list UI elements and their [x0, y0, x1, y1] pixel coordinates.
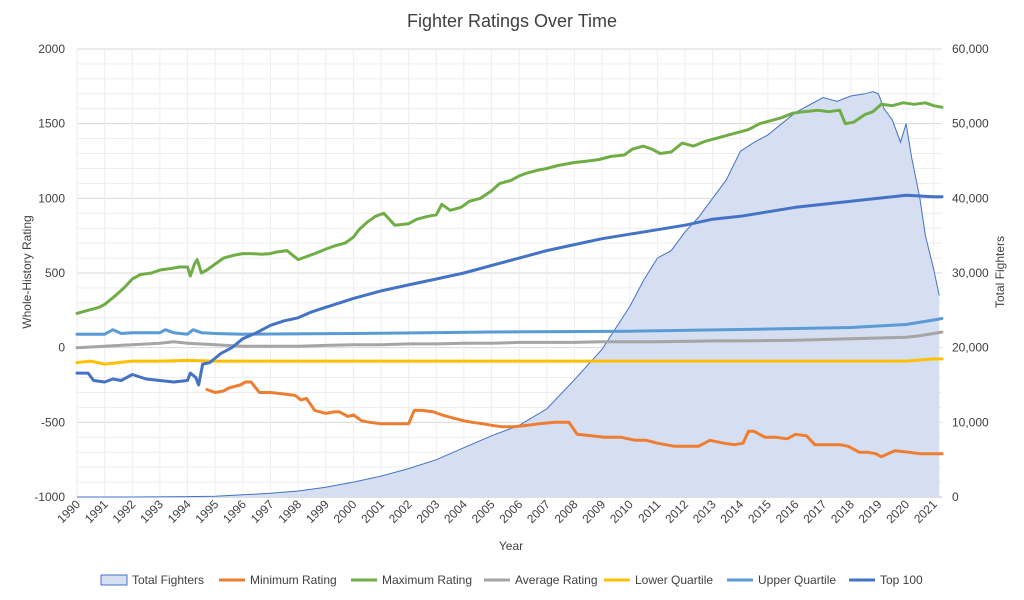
- line-layer: [75, 101, 944, 459]
- series-line-lower-quartile: [75, 357, 944, 366]
- y-tick-label: 1500: [38, 117, 65, 131]
- legend-label: Lower Quartile: [635, 573, 713, 587]
- y2-tick-label: 10,000: [952, 415, 989, 429]
- chart-title: Fighter Ratings Over Time: [407, 11, 617, 31]
- series-line-top-100: [75, 193, 944, 387]
- x-axis-title: Year: [499, 539, 523, 553]
- legend-label: Upper Quartile: [758, 573, 836, 587]
- series-line-upper-quartile: [75, 317, 944, 336]
- y2-tick-label: 20,000: [952, 341, 989, 355]
- legend-label: Average Rating: [515, 573, 598, 587]
- y2-tick-label: 50,000: [952, 117, 989, 131]
- area-layer: [77, 91, 940, 498]
- series-area-total-fighters: [77, 91, 940, 497]
- legend: Total Fighters Minimum Rating Maximum Rati…: [100, 573, 923, 587]
- series-outline-total-fighters: [77, 91, 940, 498]
- y2-axis-ticks: 0 10,000 20,000 30,000 40,000 50,000 60,000: [952, 42, 989, 504]
- y-tick-label: 0: [58, 341, 65, 355]
- y-tick-label: -500: [41, 415, 65, 429]
- legend-label: Total Fighters: [132, 573, 204, 587]
- y-tick-label: -1000: [34, 490, 65, 504]
- series-line-average-rating: [75, 330, 944, 350]
- y-tick-label: 500: [45, 266, 65, 280]
- y-axis-ticks: -1000 -500 0 500 1000 1500 2000: [34, 42, 65, 504]
- y2-tick-label: 40,000: [952, 191, 989, 205]
- y-axis-title: Whole-History Rating: [20, 215, 34, 328]
- legend-label: Minimum Rating: [250, 573, 337, 587]
- y2-axis-title: Total Fighters: [993, 236, 1007, 308]
- y2-tick-label: 0: [952, 490, 959, 504]
- y-tick-label: 1000: [38, 191, 65, 205]
- series-line-minimum-rating: [205, 380, 944, 459]
- y2-tick-label: 60,000: [952, 42, 989, 56]
- y-tick-label: 2000: [38, 42, 65, 56]
- legend-label: Top 100: [880, 573, 923, 587]
- legend-label: Maximum Rating: [382, 573, 472, 587]
- y2-tick-label: 30,000: [952, 266, 989, 280]
- series-line-maximum-rating: [75, 101, 944, 315]
- legend-swatch: [100, 574, 128, 586]
